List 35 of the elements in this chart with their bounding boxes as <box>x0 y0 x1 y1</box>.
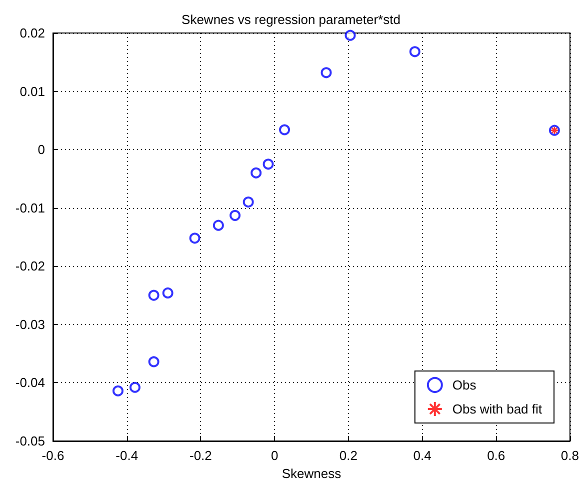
point <box>162 287 174 298</box>
point <box>250 167 262 178</box>
legend-label: Obs with bad fit <box>452 402 542 416</box>
point <box>230 210 241 221</box>
point <box>189 232 200 244</box>
point <box>320 67 332 78</box>
point <box>262 158 274 170</box>
x-tick-label: 0 <box>270 448 278 463</box>
x-tick-label: -0.2 <box>190 448 212 463</box>
x-tick-label: 0.4 <box>413 448 432 463</box>
point <box>279 124 290 136</box>
y-tick-label: -0.03 <box>15 316 45 332</box>
x-axis-title: Skewness <box>282 466 342 481</box>
point <box>409 46 420 58</box>
chart-title: Skewnes vs regression parameter*std <box>182 12 400 27</box>
point <box>242 196 254 208</box>
y-tick-label: 0.01 <box>20 84 45 99</box>
y-tick-label: -0.01 <box>15 200 45 216</box>
point <box>112 385 124 396</box>
point <box>148 356 160 368</box>
y-tick-label: -0.04 <box>15 375 45 390</box>
x-tick-label: -0.4 <box>116 448 138 463</box>
x-tick-label: 0.2 <box>339 448 358 463</box>
point <box>344 30 356 41</box>
point <box>148 290 160 301</box>
point <box>129 382 140 393</box>
x-tick-label: 0.8 <box>560 448 580 463</box>
y-tick-label: -0.02 <box>15 258 45 274</box>
y-tick-label: 0 <box>38 142 45 158</box>
legend-label: Obs <box>452 378 477 392</box>
y-tick-label: 0.02 <box>20 26 45 40</box>
x-tick-label: -0.6 <box>42 448 64 463</box>
x-tick-label: 0.6 <box>487 448 506 463</box>
y-tick-label: -0.05 <box>15 434 45 448</box>
point <box>212 220 224 231</box>
